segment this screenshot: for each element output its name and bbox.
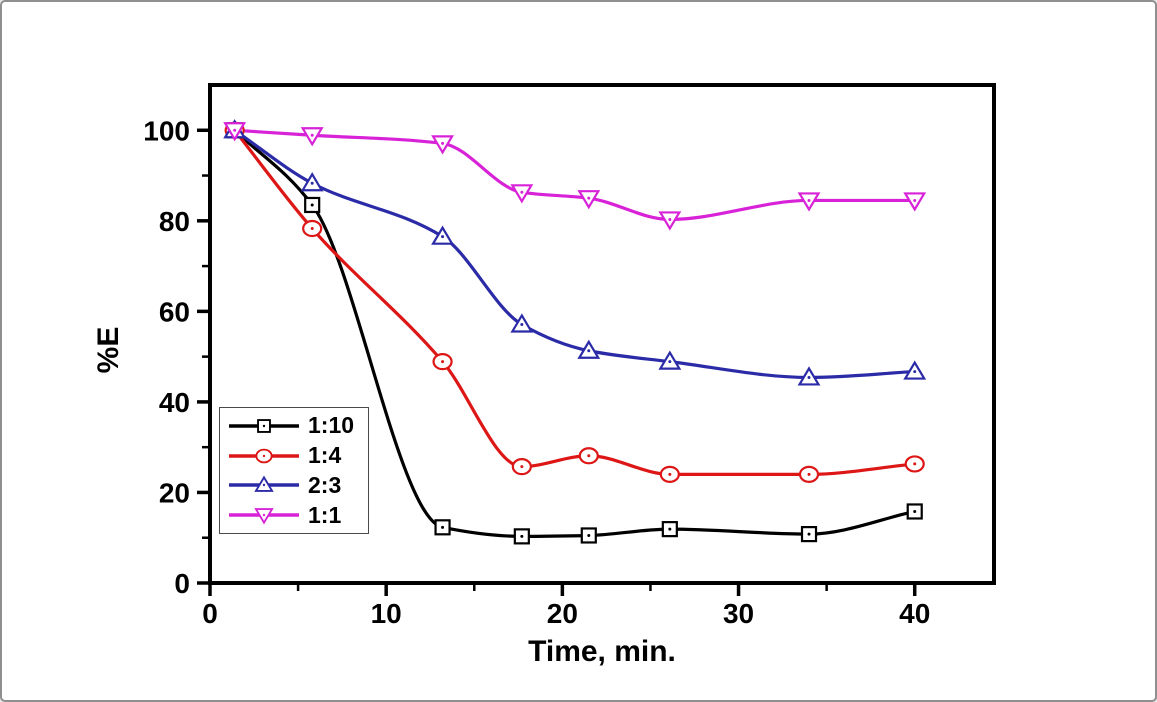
legend-item-2-3: 2:3	[220, 471, 368, 499]
y-tick-label: 80	[159, 206, 190, 237]
marker-center-dot	[310, 181, 314, 185]
marker-center-dot	[668, 217, 672, 221]
series-line-2-3	[233, 128, 917, 380]
legend-sample	[229, 508, 299, 525]
marker-center-dot	[807, 472, 811, 476]
marker-center-dot	[807, 198, 811, 202]
x-tick-label: 0	[202, 598, 218, 629]
marker-center-dot	[913, 198, 917, 202]
legend-item-1-4: 1:4	[220, 442, 368, 470]
legend-sample	[229, 448, 299, 463]
y-tick-label: 100	[143, 115, 190, 146]
marker-center-dot	[441, 141, 445, 145]
x-tick-label: 10	[371, 598, 402, 629]
legend-sample	[229, 418, 299, 433]
y-tick-label: 60	[159, 296, 190, 327]
marker-center-dot	[587, 454, 591, 458]
marker-center-dot	[310, 227, 314, 231]
legend-item-1-1: 1:1	[220, 501, 368, 529]
marker-center-dot	[262, 513, 266, 517]
marker-center-dot	[913, 370, 917, 374]
marker-center-dot	[668, 472, 672, 476]
y-tick-label: 0	[174, 568, 190, 599]
marker-center-dot	[520, 322, 524, 326]
plot-frame	[208, 83, 996, 585]
y-tick-label: 40	[159, 387, 190, 418]
marker-center-dot	[913, 509, 917, 513]
marker-center-dot	[668, 360, 672, 364]
marker-center-dot	[262, 454, 266, 457]
marker-center-dot	[587, 196, 591, 200]
y-axis-title: %E	[92, 326, 125, 374]
marker-center-dot	[520, 465, 524, 469]
marker-center-dot	[310, 133, 314, 137]
series-line-1-4	[233, 128, 917, 476]
marker-center-dot	[262, 424, 266, 427]
legend-label: 2:3	[308, 471, 342, 498]
legend-sample	[229, 475, 299, 493]
series-line-1-1	[233, 128, 917, 222]
legend-label: 1:4	[308, 442, 342, 469]
marker-center-dot	[807, 532, 811, 536]
marker-center-dot	[668, 527, 672, 531]
marker-center-dot	[262, 484, 266, 487]
legend-item-1-10: 1:10	[220, 412, 368, 440]
marker-center-dot	[520, 534, 524, 538]
marker-center-dot	[233, 128, 237, 132]
x-tick-label: 20	[547, 598, 578, 629]
marker-center-dot	[441, 235, 445, 239]
marker-center-dot	[520, 190, 524, 194]
legend: 1:10 1:4 2:3 1:1	[219, 407, 369, 534]
x-tick-label: 30	[723, 598, 754, 629]
marker-center-dot	[441, 525, 445, 529]
marker-center-dot	[587, 349, 591, 353]
legend-label: 1:10	[308, 412, 355, 439]
marker-center-dot	[807, 375, 811, 379]
marker-center-dot	[441, 360, 445, 364]
marker-center-dot	[587, 533, 591, 537]
x-axis-title: Time, min.	[528, 635, 676, 668]
marker-center-dot	[310, 203, 314, 207]
marker-center-dot	[913, 462, 917, 466]
legend-label: 1:1	[308, 501, 342, 528]
x-tick-label: 40	[899, 598, 930, 629]
y-tick-label: 20	[159, 477, 190, 508]
